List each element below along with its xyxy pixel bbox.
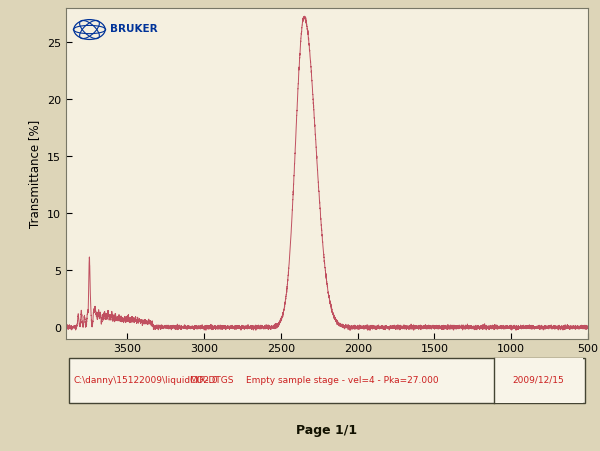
Text: BRUKER: BRUKER [110, 24, 158, 34]
Text: Empty sample stage - vel=4 - Pka=27.000: Empty sample stage - vel=4 - Pka=27.000 [246, 375, 439, 384]
Text: Page 1/1: Page 1/1 [296, 423, 358, 436]
Text: 2009/12/15: 2009/12/15 [512, 375, 564, 384]
FancyBboxPatch shape [68, 359, 586, 403]
FancyBboxPatch shape [494, 359, 583, 403]
Text: MIR-DTGS: MIR-DTGS [188, 375, 233, 384]
Text: C:\danny\15122009\liquidCO2.0: C:\danny\15122009\liquidCO2.0 [74, 375, 218, 384]
X-axis label: Wavenumber cm-1: Wavenumber cm-1 [271, 359, 383, 372]
Y-axis label: Transmittance [%]: Transmittance [%] [28, 120, 41, 228]
